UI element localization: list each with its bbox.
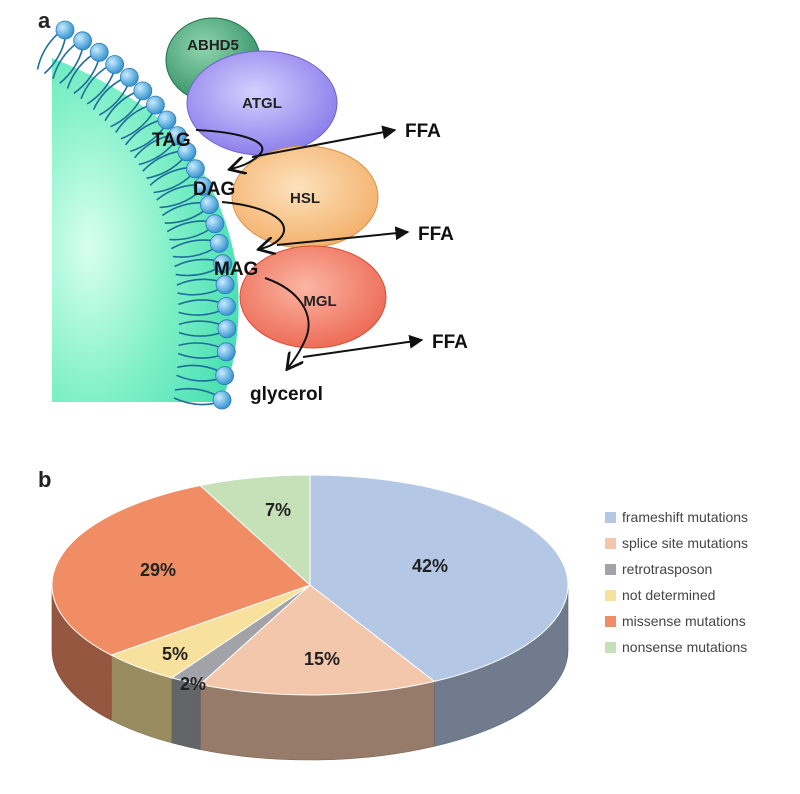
phospholipid-head [218, 320, 236, 338]
panel-a-lipolysis-diagram: a ABHD5 ATGL HSL MGL TAG DAG MAG glycero… [38, 8, 469, 409]
atgl-label: ATGL [242, 95, 282, 112]
phospholipid-head [210, 234, 228, 252]
hsl-label: HSL [290, 190, 320, 207]
pie-label-splice-site-mutations: 15% [304, 649, 340, 669]
phospholipid-head [146, 96, 164, 114]
panel-b-pie-chart: b 42% 15% 2% 5% 29% 7% frameshift mutations sp… [38, 467, 748, 760]
phospholipid-head [158, 111, 176, 129]
panel-a-letter: a [38, 8, 51, 33]
legend-label-retrotrasposon: retrotrasposon [622, 561, 712, 577]
pie-label-retrotrasposon: 2% [180, 674, 206, 694]
phospholipid-head [56, 21, 74, 39]
phospholipid-head [216, 367, 234, 385]
phospholipid-head [217, 343, 235, 361]
phospholipid-head [134, 82, 152, 100]
pie-label-frameshift-mutations: 42% [412, 556, 448, 576]
abhd5-label: ABHD5 [187, 37, 239, 54]
phospholipid-head [206, 215, 224, 233]
ffa-label-3: FFA [432, 332, 468, 353]
phospholipid-head [120, 68, 138, 86]
legend-label-not-determined: not determined [622, 587, 715, 603]
mgl-label: MGL [303, 293, 336, 310]
pie-label-missense-mutations: 29% [140, 560, 176, 580]
ffa-label-1: FFA [405, 121, 441, 142]
phospholipid-head [218, 297, 236, 315]
legend-label-splice-site-mutations: splice site mutations [622, 535, 748, 551]
tag-label: TAG [152, 130, 191, 151]
pie-label-nonsense-mutations: 7% [265, 500, 291, 520]
phospholipid-head [213, 391, 231, 409]
legend-swatch-nonsense-mutations [605, 642, 616, 653]
legend-label-frameshift-mutations: frameshift mutations [622, 509, 748, 525]
dag-label: DAG [193, 179, 235, 200]
phospholipid-head [106, 56, 124, 74]
legend-label-missense-mutations: missense mutations [622, 613, 746, 629]
legend-swatch-not-determined [605, 590, 616, 601]
phospholipid-head [186, 160, 204, 178]
legend-swatch-splice-site-mutations [605, 538, 616, 549]
phospholipid-head [90, 43, 108, 61]
legend-label-nonsense-mutations: nonsense mutations [622, 639, 747, 655]
legend-swatch-retrotrasposon [605, 564, 616, 575]
phospholipid-head [74, 32, 92, 50]
glycerol-label: glycerol [250, 384, 323, 405]
mag-label: MAG [214, 259, 258, 280]
legend-swatch-missense-mutations [605, 616, 616, 627]
pie-label-not-determined: 5% [162, 644, 188, 664]
chart-legend: frameshift mutations splice site mutation… [605, 509, 748, 655]
panel-b-letter: b [38, 467, 51, 492]
legend-swatch-frameshift-mutations [605, 512, 616, 523]
ffa-label-2: FFA [418, 224, 454, 245]
